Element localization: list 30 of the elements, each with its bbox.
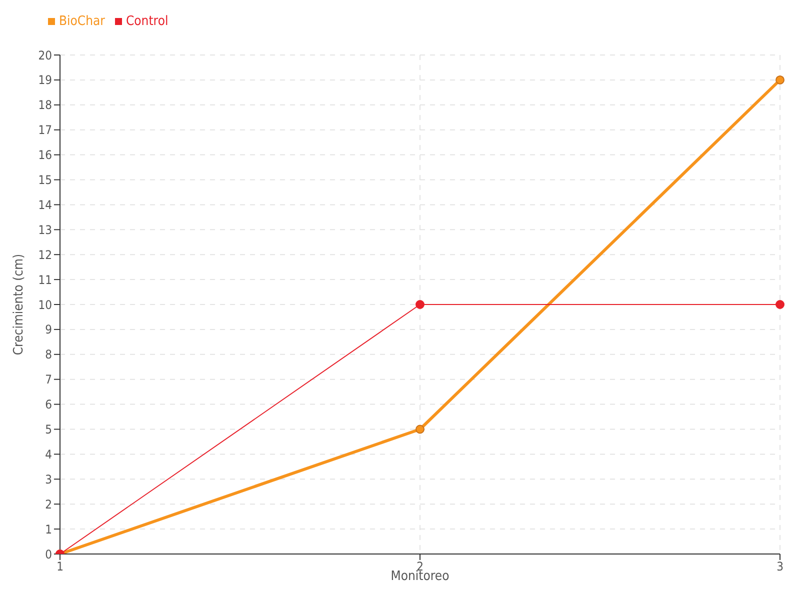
legend-label: Control [126, 14, 168, 29]
point [416, 424, 424, 434]
y-tick-label: 5 [45, 422, 52, 437]
y-tick-label: 8 [45, 348, 52, 362]
y-tick-label: 7 [45, 372, 52, 387]
y-tick-label: 11 [38, 272, 52, 287]
y-tick-label: 17 [38, 123, 52, 138]
y-tick-label: 3 [45, 472, 52, 486]
legend-label: BioChar [59, 14, 105, 29]
point [776, 300, 784, 309]
y-tick-label: 12 [38, 248, 52, 262]
y-tick-label: 14 [38, 198, 52, 212]
x-tick-label: 1 [56, 560, 64, 574]
y-tick-label: 19 [38, 73, 52, 88]
x-tick-label: 3 [776, 560, 784, 574]
y-tick-label: 20 [38, 48, 52, 62]
point [416, 300, 424, 309]
y-tick-label: 0 [45, 547, 52, 562]
y-tick-label: 6 [45, 398, 52, 412]
y-tick-label: 1 [45, 522, 52, 536]
y-tick-label: 10 [38, 298, 52, 312]
y-axis-title: Crecimiento (cm) [12, 254, 27, 356]
point [776, 75, 784, 84]
y-tick-label: 18 [38, 98, 52, 112]
y-tick-label: 16 [38, 148, 52, 162]
y-tick-label: 15 [38, 173, 52, 188]
y-tick-label: 4 [45, 447, 52, 462]
y-tick-label: 2 [45, 497, 52, 512]
y-tick-label: 13 [38, 222, 52, 237]
y-tick-label: 9 [45, 322, 52, 337]
